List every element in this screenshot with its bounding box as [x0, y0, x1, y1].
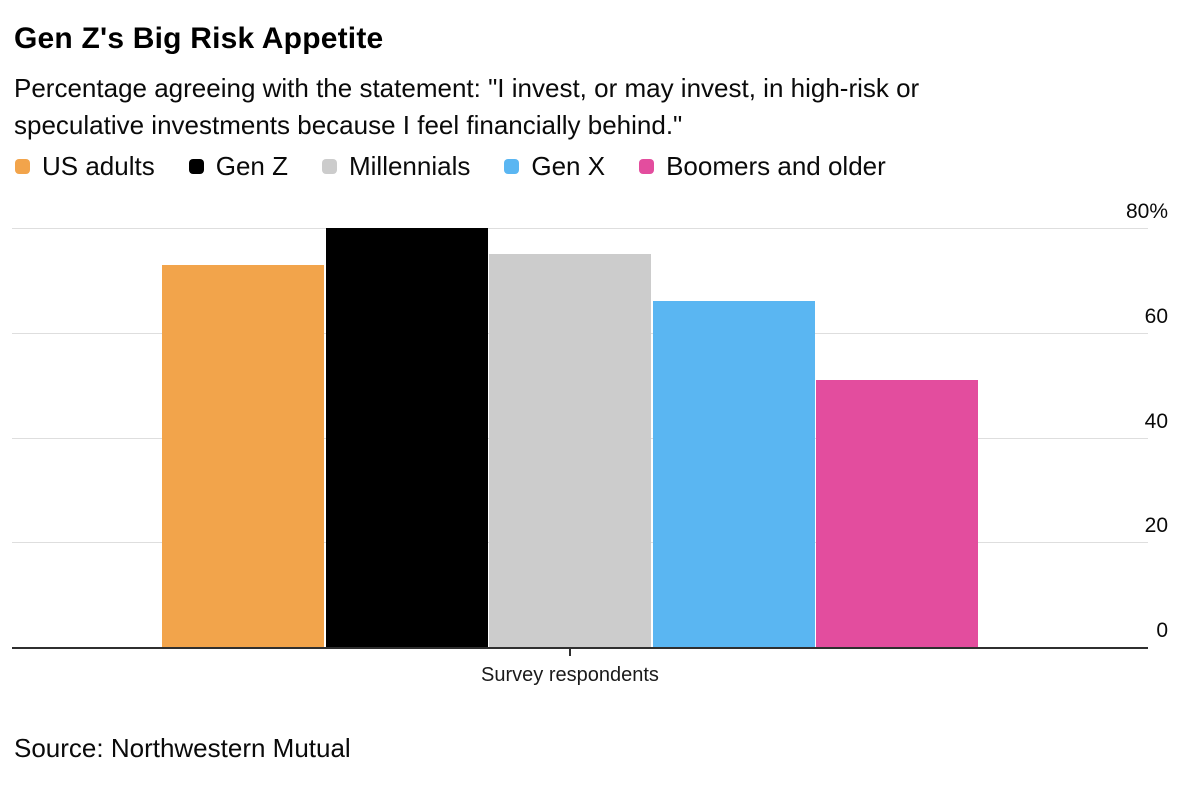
chart-title: Gen Z's Big Risk Appetite — [14, 22, 384, 55]
legend-label-gen-x: Gen X — [531, 150, 606, 181]
legend-label-boomers-and-older: Boomers and older — [666, 150, 886, 181]
legend-swatch-millennials — [321, 158, 337, 174]
bar-gen-x — [652, 301, 815, 647]
chart-subtitle-line-2: speculative investments because I feel f… — [14, 110, 683, 140]
legend-swatch-boomers-and-older — [639, 158, 655, 174]
y-tick-label-60: 60 — [1144, 304, 1168, 328]
legend-item-boomers-and-older: Boomers and older — [639, 151, 886, 182]
legend-swatch-us-adults — [15, 158, 30, 174]
legend-item-gen-z: Gen Z — [188, 150, 288, 182]
chart-legend: US adults Gen Z Millennials Gen X Boomers an… — [15, 150, 886, 182]
y-tick-label-80: 80% — [1125, 200, 1168, 223]
bar-millennials — [489, 254, 651, 647]
bar-us-adults — [162, 264, 324, 647]
legend-swatch-gen-z — [188, 158, 204, 174]
chart-subtitle-line-1: Percentage agreeing with the statement: … — [14, 73, 920, 103]
x-axis-label: Survey respondents — [481, 664, 659, 686]
chart-subtitle: Percentage agreeing with the statement: … — [14, 70, 919, 144]
bar-gen-z — [325, 228, 488, 647]
x-axis-tick — [569, 647, 571, 656]
x-axis-line — [12, 647, 1148, 649]
legend-label-us-adults: US adults — [42, 150, 155, 181]
legend-swatch-gen-x — [504, 158, 520, 174]
source-note: Source: Northwestern Mutual — [14, 733, 351, 763]
legend-item-gen-x: Gen X — [504, 151, 605, 182]
legend-item-millennials: Millennials — [321, 150, 471, 182]
y-tick-label-20: 20 — [1144, 514, 1168, 538]
bar-boomers-and-older — [816, 379, 978, 647]
y-tick-label-40: 40 — [1144, 409, 1168, 433]
gridline-80 — [12, 228, 1148, 229]
legend-label-gen-z: Gen Z — [215, 150, 288, 181]
legend-label-millennials: Millennials — [348, 150, 471, 181]
legend-item-us-adults: US adults — [15, 151, 155, 182]
y-tick-label-0: 0 — [1156, 619, 1168, 642]
